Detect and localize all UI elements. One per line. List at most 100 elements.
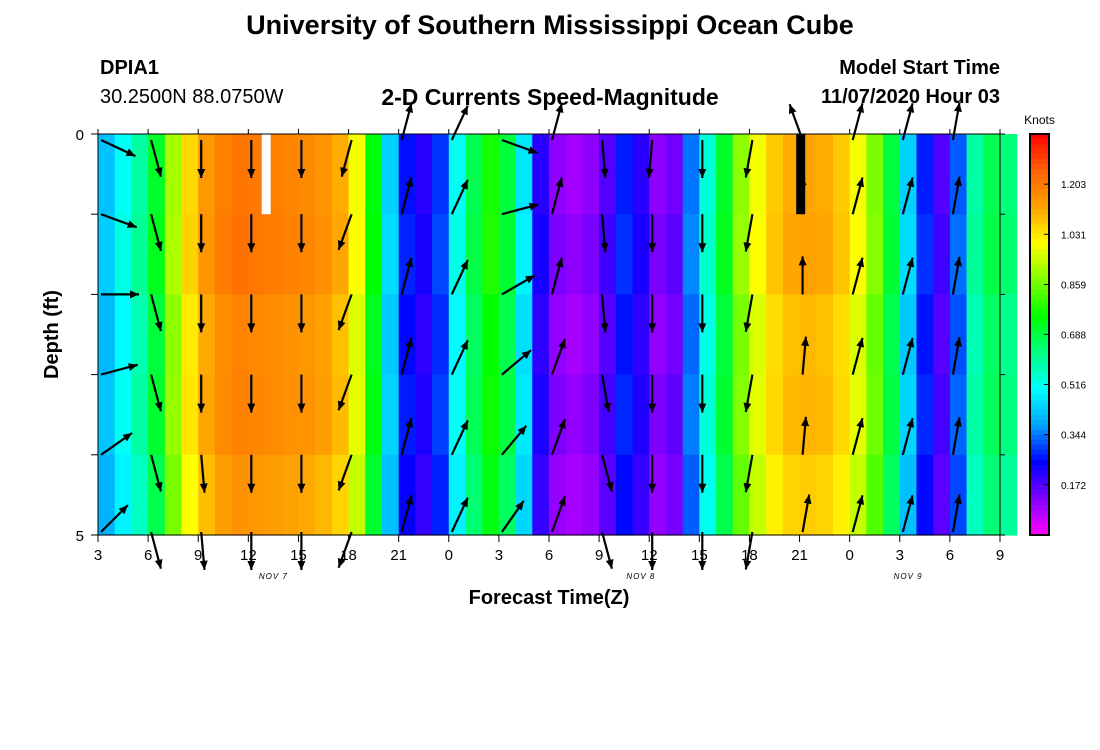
heatmap-cell — [482, 454, 500, 536]
vector-arrowhead — [337, 240, 346, 250]
heatmap-cell — [482, 214, 500, 295]
heatmap-cell — [849, 214, 867, 295]
heatmap-cells — [98, 134, 1018, 536]
heatmap-cell — [632, 294, 650, 376]
heatmap-cell — [732, 134, 751, 215]
colorbar-segment — [1030, 374, 1049, 381]
heatmap-cell — [98, 294, 116, 376]
heatmap-cell — [214, 294, 233, 376]
vector-arrowhead — [798, 176, 807, 186]
x-tick-label: 15 — [290, 547, 307, 564]
heatmap-cell — [398, 214, 416, 295]
heatmap-cell — [866, 374, 884, 456]
heatmap-cell — [565, 374, 583, 456]
heatmap-cell — [749, 454, 767, 536]
heatmap-cell — [933, 134, 951, 215]
heatmap-cell — [248, 454, 266, 536]
heatmap-cell — [198, 214, 216, 295]
heatmap-cell — [782, 454, 801, 536]
vector-arrowhead — [600, 322, 609, 333]
heatmap-cell — [114, 134, 132, 215]
heatmap-cell — [1000, 294, 1018, 376]
colorbar-segment — [1030, 424, 1049, 431]
heatmap-cell — [916, 294, 934, 376]
colorbar-segment — [1030, 309, 1049, 316]
vector-arrowhead — [648, 243, 657, 253]
heatmap-cell — [816, 134, 834, 215]
x-tick-label: 18 — [741, 547, 758, 564]
heatmap-cell — [1000, 454, 1018, 536]
heatmap-cell — [933, 294, 951, 376]
vector-arrowhead — [128, 363, 138, 371]
vector-arrowhead — [605, 481, 614, 492]
x-axis: 3 6 9 12 15 18 21 0 3 6 9 12 15 18 21 0 3 6 9 — [94, 129, 1004, 564]
colorbar-segment — [1030, 414, 1049, 421]
heatmap-cell — [365, 134, 383, 215]
colorbar-segment — [1030, 419, 1049, 426]
heatmap-cell — [482, 294, 500, 376]
heatmap-cell — [649, 134, 667, 215]
heatmap-cell — [281, 294, 300, 376]
heatmap-cell — [749, 294, 767, 376]
heatmap-cell — [532, 134, 550, 215]
heatmap-cell — [432, 454, 450, 536]
heatmap-cell — [832, 454, 851, 536]
heatmap-cell — [281, 214, 300, 295]
heatmap-cell — [682, 294, 700, 376]
heatmap-cell — [465, 134, 483, 215]
colorbar-segment — [1030, 244, 1049, 250]
heatmap-cell — [248, 134, 266, 215]
heatmap-cell — [465, 374, 483, 456]
heatmap-cell — [899, 214, 918, 295]
colorbar-tick-label: 0.688 — [1061, 330, 1086, 341]
x-tick-label: 6 — [144, 547, 152, 564]
heatmap-cell — [549, 374, 567, 456]
heatmap-cell — [148, 134, 166, 215]
heatmap-cell — [699, 134, 717, 215]
colorbar-segment — [1030, 329, 1049, 336]
colorbar-segment — [1030, 504, 1049, 511]
heatmap-cell — [716, 374, 734, 456]
colorbar-segment — [1030, 224, 1049, 230]
vector-arrowhead — [698, 403, 707, 413]
x-tick-label: 3 — [94, 547, 102, 564]
vector-arrowhead — [528, 202, 539, 211]
heatmap-cell — [582, 454, 600, 536]
heatmap-cell — [381, 134, 400, 215]
heatmap-cell — [599, 374, 617, 456]
heatmap-cell — [415, 134, 433, 215]
colorbar-segment — [1030, 294, 1049, 301]
heatmap-cell — [181, 374, 199, 456]
vector-arrowhead — [247, 243, 256, 253]
colorbar-segment — [1030, 499, 1049, 506]
vector-arrowhead — [460, 420, 468, 431]
heatmap-cell — [265, 294, 283, 376]
vector-arrowhead — [340, 167, 348, 177]
vector-arrowhead — [297, 483, 306, 493]
vector-arrowhead — [337, 480, 346, 491]
heatmap-cell — [398, 374, 416, 456]
vector-arrowhead — [154, 481, 163, 492]
date-label: NOV 9 — [894, 572, 923, 581]
vector-arrowhead — [801, 416, 810, 427]
heatmap-cell — [498, 374, 517, 456]
heatmap-cell — [198, 454, 216, 536]
vector-arrowhead — [405, 337, 413, 348]
date-label: NOV 8 — [626, 572, 655, 581]
heatmap-cell — [983, 454, 1001, 536]
colorbar-segment — [1030, 254, 1049, 260]
heatmap-cell — [599, 214, 617, 295]
vector-arrowhead — [527, 146, 538, 154]
vector-arrowhead — [405, 495, 413, 505]
heatmap-cell — [131, 294, 149, 376]
chart-title: 2-D Currents Speed-Magnitude — [381, 84, 719, 110]
heatmap-cell — [98, 374, 116, 456]
colorbar-segment — [1030, 199, 1049, 205]
heatmap-cell — [148, 374, 166, 456]
heatmap-cell — [198, 134, 216, 215]
colorbar-segment — [1030, 434, 1049, 441]
x-tick-label: 15 — [691, 547, 708, 564]
vector-arrowhead — [906, 337, 915, 348]
colorbar-segment — [1030, 444, 1049, 451]
colorbar-segment — [1030, 454, 1049, 461]
